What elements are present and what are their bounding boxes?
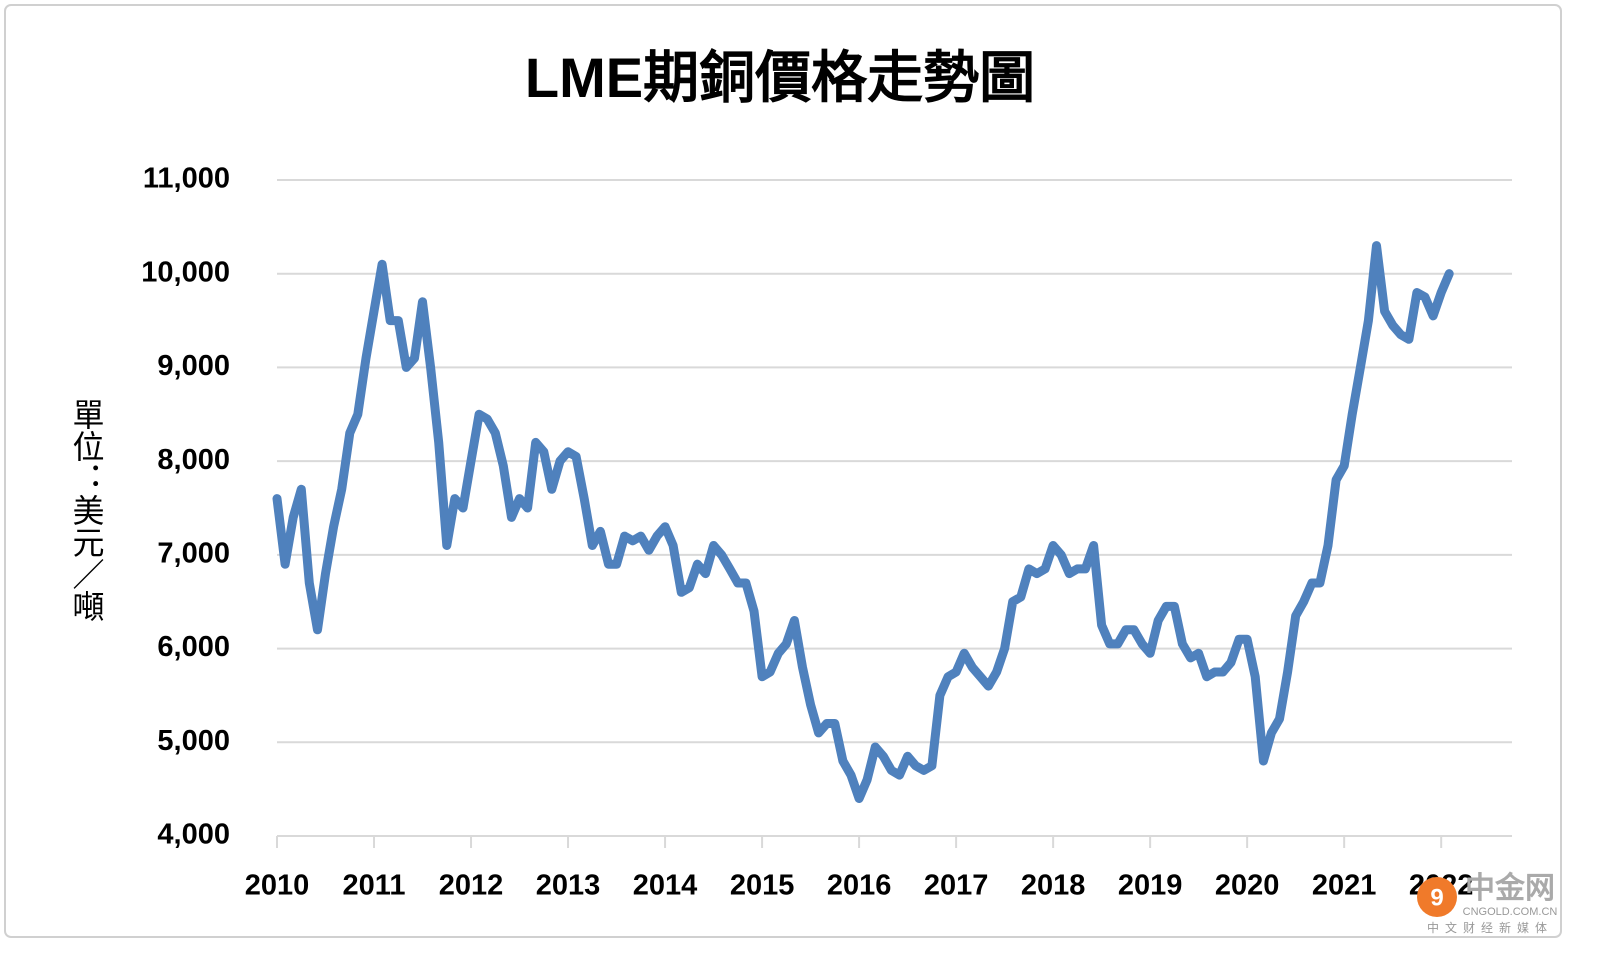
y-tick-label: 10,000 (141, 256, 230, 288)
chart-title: LME期銅價格走勢圖 (525, 46, 1035, 109)
y-tick-label: 7,000 (157, 538, 230, 570)
x-tick-label: 2011 (343, 870, 406, 902)
y-tick-label: 4,000 (157, 819, 230, 851)
y-tick-label: 5,000 (157, 725, 230, 757)
x-tick-label: 2013 (536, 870, 601, 902)
watermark-name: 中金网 (1465, 871, 1555, 905)
y-tick-label: 8,000 (157, 444, 230, 476)
x-tick-label: 2012 (439, 870, 504, 902)
x-tick-label: 2018 (1021, 870, 1086, 902)
watermark-logo (1417, 877, 1457, 917)
x-tick-label: 2020 (1215, 870, 1280, 902)
watermark-logo-mark: 9 (1430, 884, 1443, 911)
x-tick-label: 2014 (633, 870, 698, 902)
y-axis-label: 單位：美元／噸 (68, 398, 106, 622)
y-tick-label: 9,000 (157, 350, 230, 382)
y-tick-label: 11,000 (143, 163, 230, 195)
x-tick-label: 2017 (924, 870, 989, 902)
x-tick-label: 2021 (1312, 870, 1377, 902)
x-tick-label: 2016 (827, 870, 892, 902)
x-tick-label: 2015 (730, 870, 795, 902)
chart-border (4, 4, 1562, 938)
price-line (272, 241, 1454, 803)
watermark-tagline: 中文财经新媒体 (1427, 920, 1553, 935)
y-tick-label: 6,000 (157, 631, 230, 663)
x-tick-label: 2019 (1118, 870, 1183, 902)
watermark-site: CNGOLD.COM.CN (1463, 906, 1558, 918)
x-tick-label: 2010 (245, 870, 310, 902)
